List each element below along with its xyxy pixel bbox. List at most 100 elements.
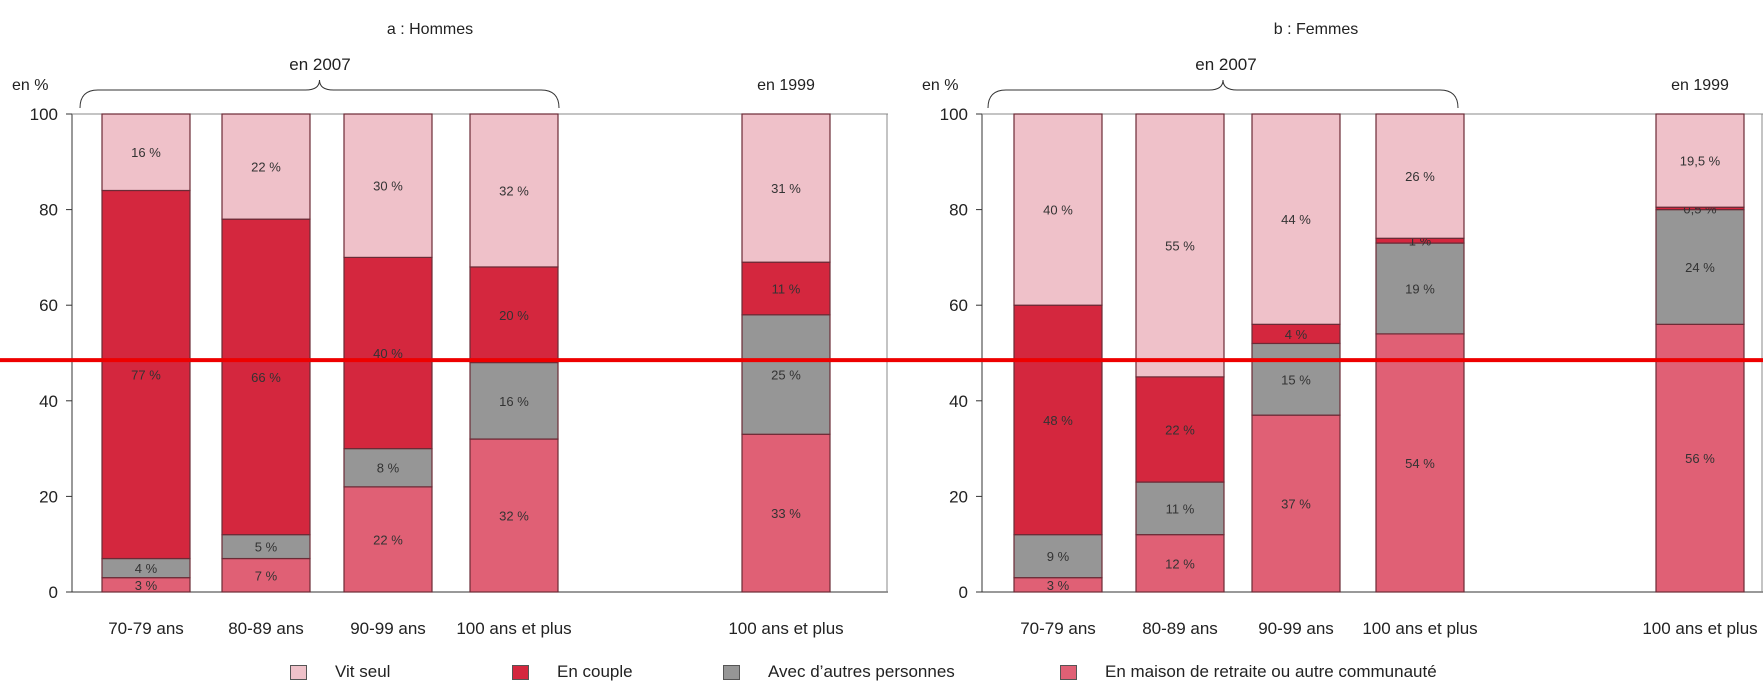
bar-segment-vit-seul-femmes: [1375, 113, 1465, 239]
bar-segment-vit-seul-femmes: [1655, 113, 1745, 208]
data-label-hommes: 33 %: [771, 506, 801, 521]
y-tick-label-femmes: 20: [949, 487, 968, 506]
data-label-hommes: 77 %: [131, 368, 161, 383]
bar-segment-maison-hommes: [343, 486, 433, 593]
bar-segment-en-couple-hommes: [469, 266, 559, 364]
x-tick-label-hommes: 90-99 ans: [350, 619, 426, 638]
bar-segment-autres-femmes: [1013, 534, 1103, 579]
x-tick-label-femmes: 70-79 ans: [1020, 619, 1096, 638]
data-label-femmes: 44 %: [1281, 212, 1311, 227]
bar-segment-en-couple-hommes: [741, 261, 831, 316]
bar-segment-autres-hommes: [343, 448, 433, 488]
bar-segment-vit-seul-femmes: [1013, 113, 1103, 306]
data-label-hommes: 40 %: [373, 346, 403, 361]
x-tick-label-hommes: 100 ans et plus: [456, 619, 571, 638]
data-label-hommes: 11 %: [772, 281, 801, 296]
bar-segment-autres-hommes: [741, 314, 831, 435]
data-label-femmes: 55 %: [1165, 238, 1195, 253]
data-label-femmes: 19 %: [1405, 281, 1435, 296]
bar-segment-autres-femmes: [1655, 209, 1745, 325]
group-label-2007-femmes: en 2007: [1195, 55, 1256, 74]
bar-segment-vit-seul-hommes: [469, 113, 559, 268]
bar-segment-autres-femmes: [1135, 481, 1225, 536]
panel-hommes: a : Hommes en % 0 20 40 60 80 100 en 2007 en 1999…: [12, 21, 888, 638]
y-tick-label-femmes: 60: [949, 296, 968, 315]
data-label-hommes: 25 %: [771, 368, 801, 383]
legend: Vit seul En couple Avec d’autres personn…: [0, 662, 1763, 684]
y-tick-label-femmes: 0: [959, 583, 968, 602]
bar-segment-maison-hommes: [221, 557, 311, 593]
y-axis-label-femmes: en %: [922, 77, 958, 94]
data-label-hommes: 32 %: [499, 183, 529, 198]
x-tick-label-femmes: 90-99 ans: [1258, 619, 1334, 638]
bar-segment-maison-femmes: [1375, 333, 1465, 593]
data-label-hommes: 8 %: [377, 461, 400, 476]
legend-item-autres: Avec d’autres personnes: [723, 662, 955, 682]
data-label-hommes: 66 %: [251, 370, 281, 385]
legend-item-en-couple: En couple: [512, 662, 633, 682]
data-label-femmes: 48 %: [1043, 413, 1073, 428]
legend-swatch-maison: [1060, 664, 1077, 680]
y-tick-label-hommes: 20: [39, 487, 58, 506]
data-label-femmes: 4 %: [1285, 327, 1308, 342]
data-label-femmes: 37 %: [1281, 497, 1311, 512]
group-bracket-2007-femmes: [987, 79, 1459, 109]
y-tick-label-femmes: 80: [949, 201, 968, 220]
x-tick-label-hommes: 70-79 ans: [108, 619, 184, 638]
x-tick-label-femmes: 80-89 ans: [1142, 619, 1218, 638]
chart-title-femmes: b : Femmes: [1274, 21, 1358, 38]
bar-segment-vit-seul-hommes: [101, 113, 191, 192]
y-tick-label-hommes: 100: [30, 105, 58, 124]
legend-swatch-autres: [723, 664, 740, 680]
data-label-femmes: 11 %: [1166, 501, 1195, 516]
data-label-hommes: 31 %: [771, 181, 801, 196]
y-tick-label-hommes: 40: [39, 392, 58, 411]
y-tick-label-hommes: 80: [39, 201, 58, 220]
data-label-femmes: 3 %: [1047, 578, 1070, 593]
legend-label-maison: En maison de retraite ou autre communaut…: [1105, 662, 1437, 681]
bar-segment-en-couple-hommes: [343, 256, 433, 450]
group-label-2007-hommes: en 2007: [289, 55, 350, 74]
x-tick-label-hommes: 100 ans et plus: [728, 619, 843, 638]
data-label-femmes: 24 %: [1685, 260, 1715, 275]
bar-segment-vit-seul-femmes: [1135, 113, 1225, 378]
data-label-femmes: 9 %: [1047, 549, 1070, 564]
legend-label-autres: Avec d’autres personnes: [768, 662, 955, 681]
legend-item-maison: En maison de retraite ou autre communaut…: [1060, 662, 1437, 682]
legend-swatch-en-couple: [512, 664, 529, 680]
data-label-hommes: 30 %: [373, 179, 403, 194]
group-label-1999-femmes: en 1999: [1671, 77, 1729, 94]
data-label-femmes: 19,5 %: [1680, 154, 1721, 169]
y-tick-label-hommes: 60: [39, 296, 58, 315]
panel-femmes: b : Femmes en % 0 20 40 60 80 100 en 2007 en 1999…: [922, 21, 1763, 638]
data-label-femmes: 40 %: [1043, 203, 1073, 218]
data-label-hommes: 22 %: [373, 532, 403, 547]
bar-segment-vit-seul-hommes: [221, 113, 311, 220]
y-tick-label-hommes: 0: [49, 583, 58, 602]
legend-label-en-couple: En couple: [557, 662, 633, 681]
bar-segment-maison-femmes: [1655, 323, 1745, 593]
chart-title-hommes: a : Hommes: [387, 21, 473, 38]
y-tick-label-femmes: 100: [940, 105, 968, 124]
data-label-femmes: 26 %: [1405, 169, 1435, 184]
data-label-hommes: 16 %: [131, 145, 161, 160]
y-axis-label-hommes: en %: [12, 77, 48, 94]
x-tick-label-femmes: 100 ans et plus: [1642, 619, 1757, 638]
data-label-hommes: 32 %: [499, 509, 529, 524]
data-label-femmes: 56 %: [1685, 451, 1715, 466]
data-label-hommes: 3 %: [135, 578, 158, 593]
x-tick-label-hommes: 80-89 ans: [228, 619, 304, 638]
data-label-hommes: 22 %: [251, 160, 281, 175]
data-label-hommes: 20 %: [499, 308, 529, 323]
x-tick-label-femmes: 100 ans et plus: [1362, 619, 1477, 638]
bar-segment-vit-seul-hommes: [741, 113, 831, 263]
group-bracket-2007-hommes: [79, 79, 560, 109]
data-label-hommes: 4 %: [135, 561, 158, 576]
data-label-hommes: 16 %: [499, 394, 529, 409]
data-label-femmes: 22 %: [1165, 422, 1195, 437]
bar-segment-en-couple-hommes: [221, 218, 311, 536]
data-label-hommes: 7 %: [255, 568, 278, 583]
data-label-femmes: 12 %: [1165, 556, 1195, 571]
bar-segment-maison-femmes: [1251, 414, 1341, 593]
